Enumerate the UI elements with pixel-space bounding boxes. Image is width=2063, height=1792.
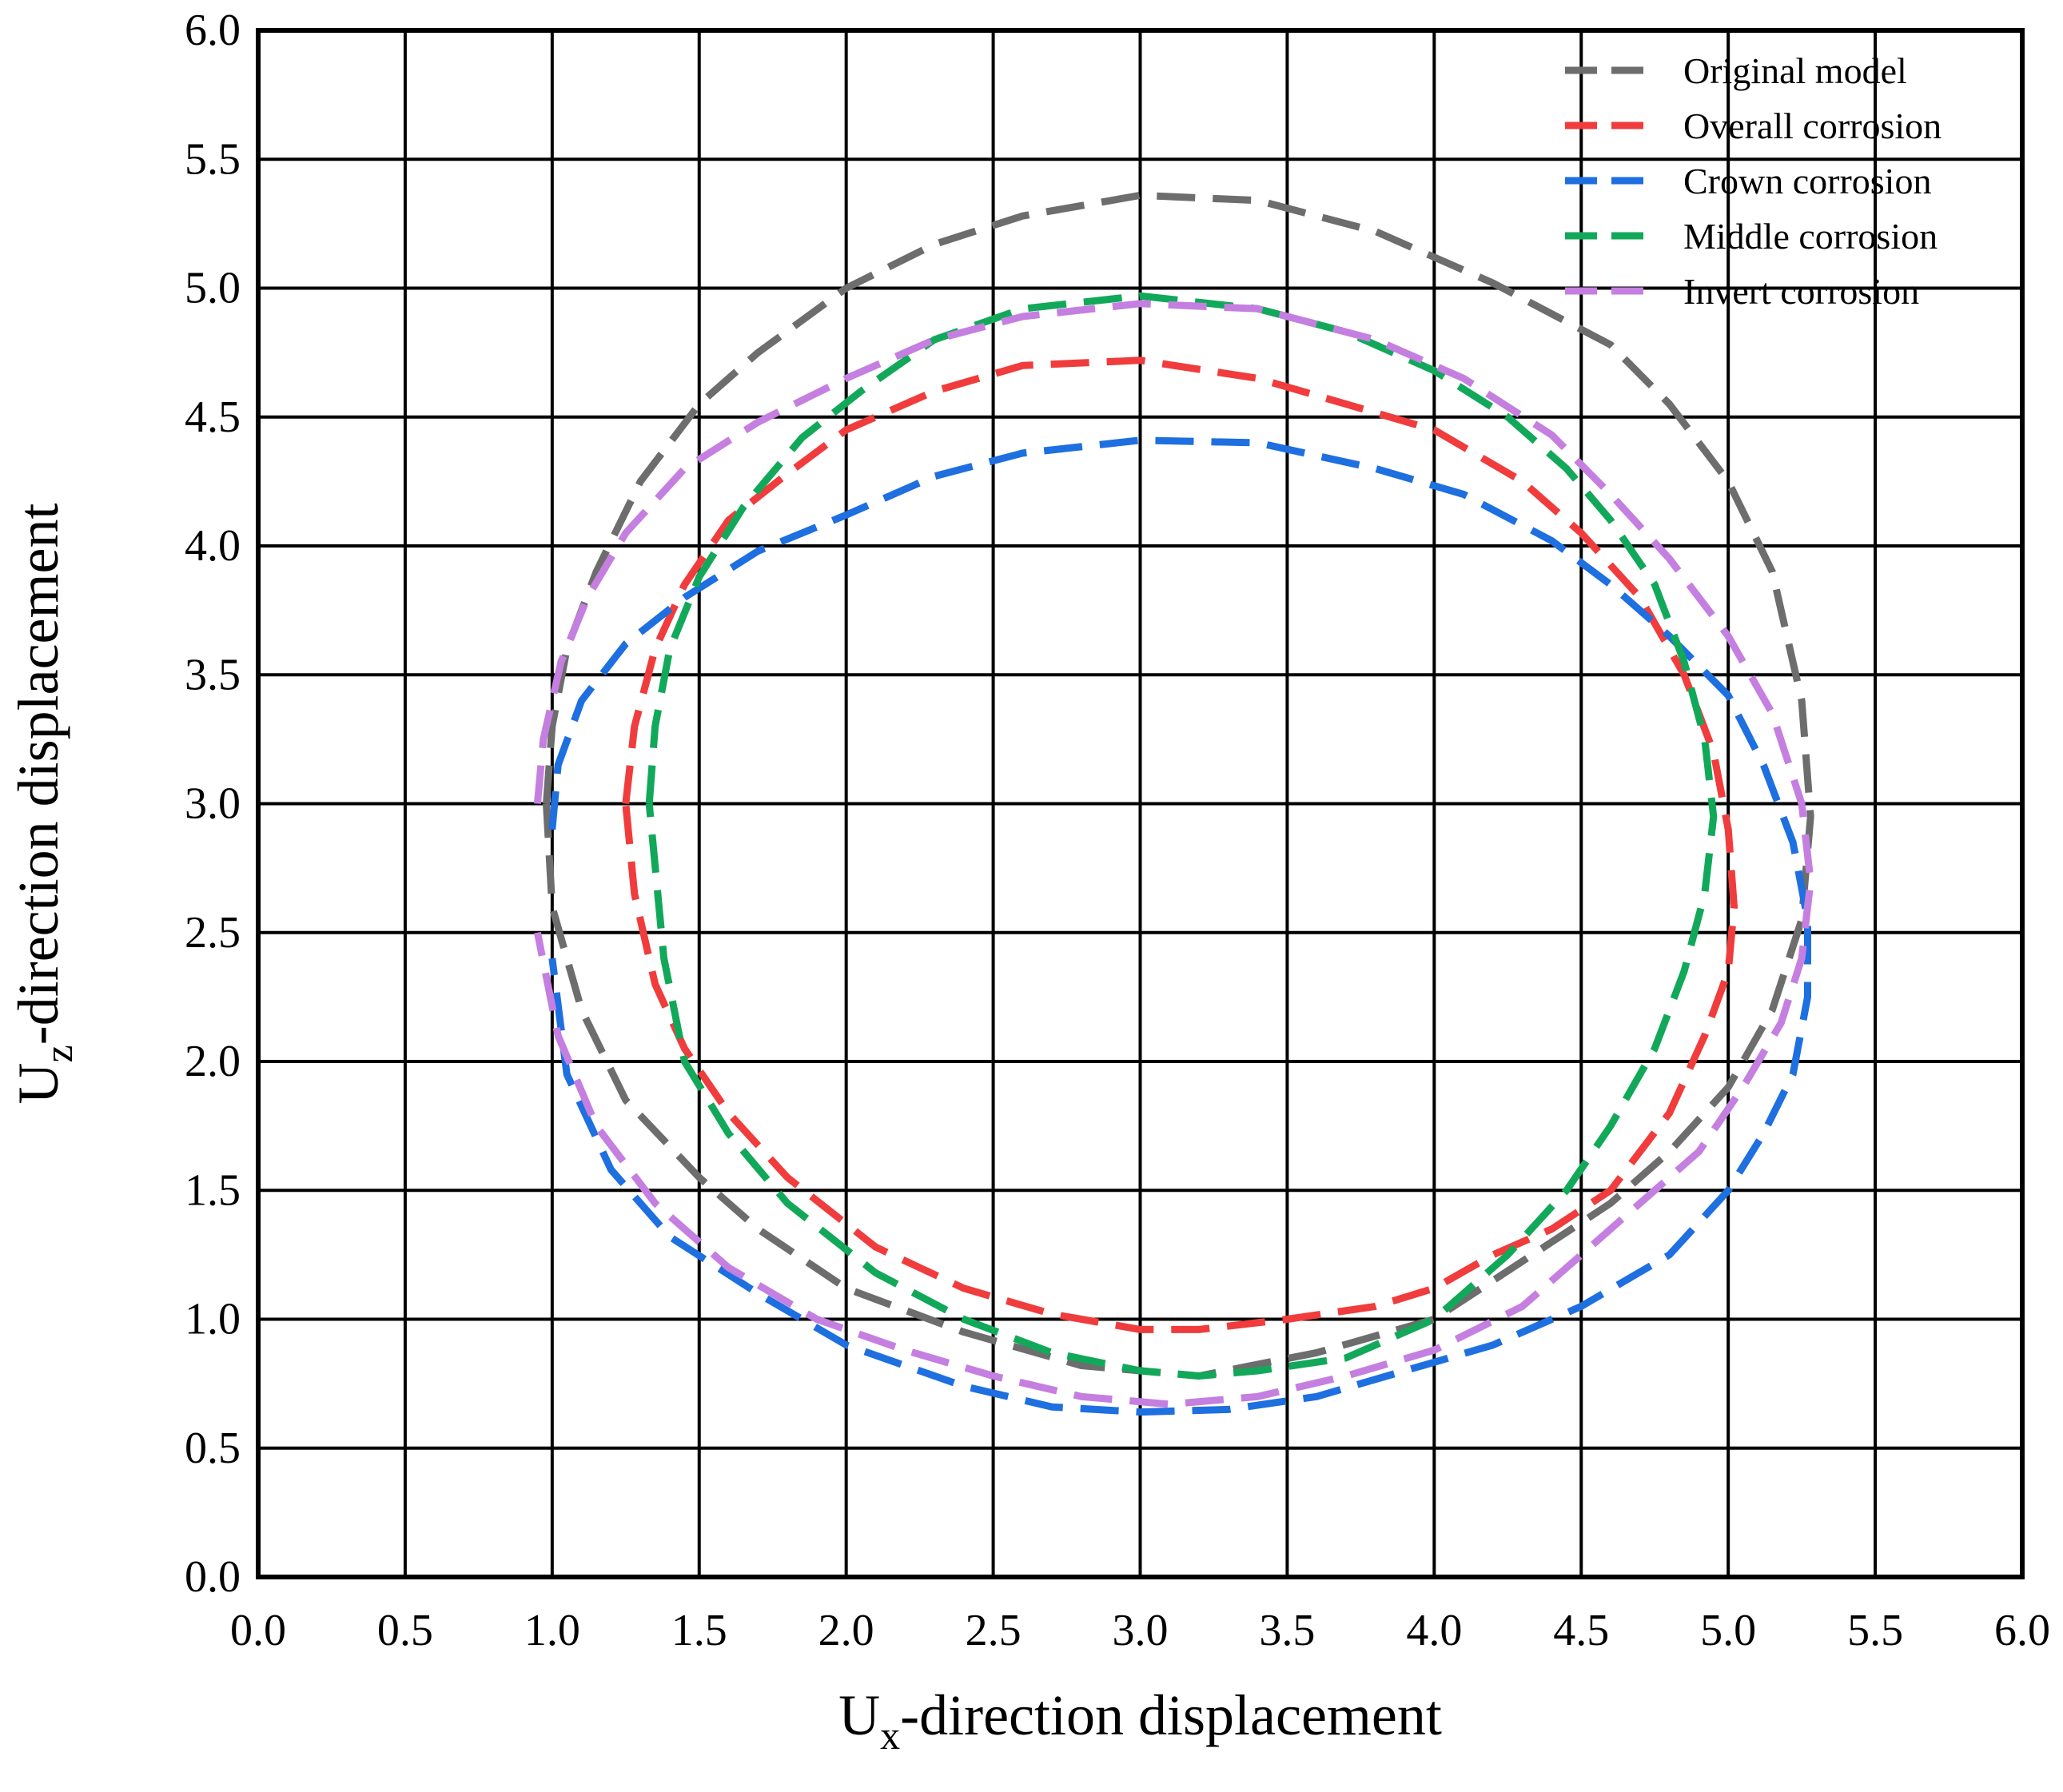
grid <box>257 29 2024 1579</box>
legend: Original model Overall corrosion Crown cor… <box>1565 50 1942 312</box>
y-axis-title-main: U <box>6 1062 70 1104</box>
legend-label: Overall corrosion <box>1683 106 1942 146</box>
x-axis-title-main: U <box>838 1683 880 1747</box>
x-tick-label: 2.0 <box>818 1606 874 1655</box>
y-tick-label: 4.5 <box>185 392 241 442</box>
y-axis-title-rest: -direction displacement <box>6 504 70 1045</box>
y-tick-label: 2.5 <box>185 908 241 958</box>
x-tick-label: 1.0 <box>524 1606 580 1655</box>
legend-label: Original model <box>1683 50 1907 91</box>
legend-label: Invert corrosion <box>1683 271 1919 312</box>
y-tick-label: 0.0 <box>185 1552 241 1602</box>
x-tick-label: 1.5 <box>671 1606 727 1655</box>
x-tick-label: 5.5 <box>1847 1606 1903 1655</box>
series-line-overall-corrosion <box>622 356 1738 1333</box>
y-tick-label: 1.5 <box>185 1165 241 1215</box>
legend-label: Crown corrosion <box>1683 161 1931 201</box>
y-tick-label: 3.5 <box>185 650 241 699</box>
x-tick-label: 5.0 <box>1700 1606 1756 1655</box>
x-tick-label: 3.0 <box>1113 1606 1169 1655</box>
y-tick-label: 1.0 <box>185 1295 241 1344</box>
legend-label: Middle corrosion <box>1683 216 1938 257</box>
y-tick-label: 3.0 <box>185 779 241 829</box>
series-line-crown-corrosion <box>548 436 1811 1416</box>
y-tick-label: 5.5 <box>185 134 241 184</box>
x-tick-label: 0.0 <box>230 1606 286 1655</box>
series-line-original-model <box>543 191 1814 1380</box>
x-axis-title-sub: x <box>880 1713 900 1758</box>
x-tick-label: 4.0 <box>1406 1606 1462 1655</box>
x-axis-title-rest: -direction displacement <box>900 1683 1442 1747</box>
x-axis-title: Ux-direction displacement <box>838 1683 1442 1758</box>
x-tick-label: 3.5 <box>1259 1606 1315 1655</box>
y-tick-label: 0.5 <box>185 1424 241 1473</box>
tick-labels: 0.0 0.5 1.0 1.5 2.0 2.5 3.0 3.5 4.0 4.5 5.0 5.5 6.0 0… <box>185 6 2050 1655</box>
series-line-invert-corrosion <box>533 300 1814 1408</box>
series-line-middle-corrosion <box>645 292 1718 1380</box>
y-axis-title-sub: z <box>36 1045 81 1062</box>
x-tick-label: 0.5 <box>377 1606 433 1655</box>
plot-frame <box>256 28 2025 1579</box>
x-tick-label: 6.0 <box>1994 1606 2050 1655</box>
y-tick-label: 5.0 <box>185 264 241 313</box>
series-group <box>533 191 1814 1416</box>
x-tick-label: 4.5 <box>1553 1606 1609 1655</box>
x-tick-label: 2.5 <box>966 1606 1022 1655</box>
y-tick-label: 6.0 <box>185 6 241 55</box>
y-tick-label: 4.0 <box>185 521 241 571</box>
y-axis-title: Uz-direction displacement <box>6 504 81 1105</box>
y-tick-label: 2.0 <box>185 1037 241 1086</box>
